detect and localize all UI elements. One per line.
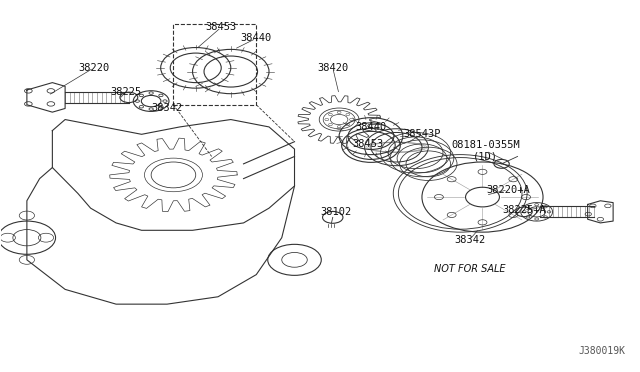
Text: J380019K: J380019K [579,346,626,356]
Text: 38420: 38420 [317,63,348,73]
Text: 38453: 38453 [352,138,383,148]
Text: 38440: 38440 [241,33,272,43]
Text: 38225: 38225 [110,87,141,97]
Text: 38102: 38102 [320,207,351,217]
Text: 38220+A: 38220+A [486,185,530,195]
Text: 38220: 38220 [78,63,109,73]
Text: 38453: 38453 [205,22,237,32]
Text: 38342: 38342 [152,103,182,113]
Text: 38342: 38342 [454,234,485,244]
Text: 38225+A: 38225+A [502,205,546,215]
Text: 38543P: 38543P [403,129,441,139]
Text: 38440: 38440 [355,122,387,132]
Text: 08181-0355M
(1D): 08181-0355M (1D) [451,140,520,162]
Text: NOT FOR SALE: NOT FOR SALE [434,264,506,274]
